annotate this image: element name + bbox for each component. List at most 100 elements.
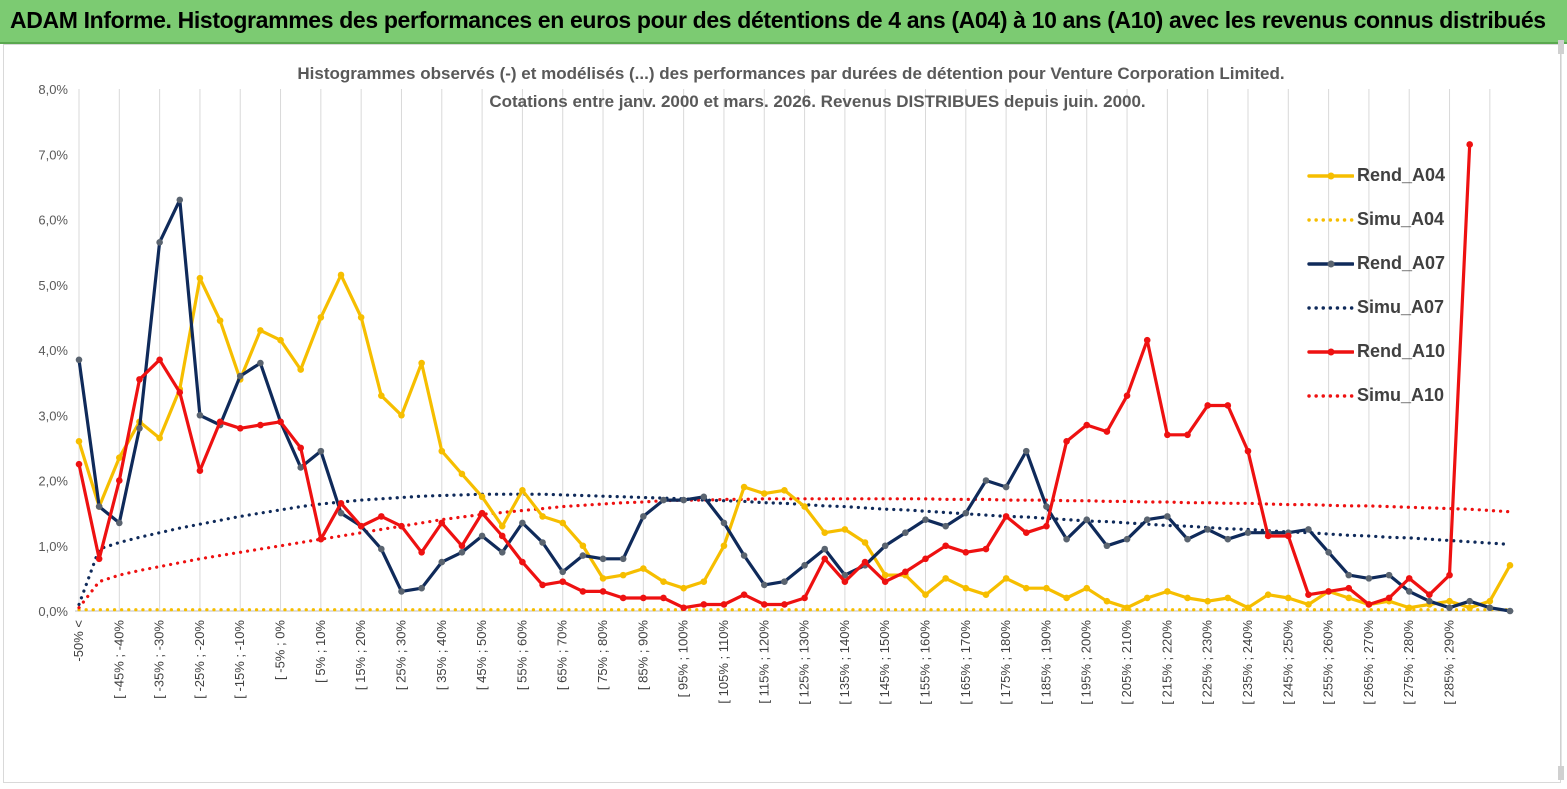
legend-label: Simu_A07 xyxy=(1357,297,1445,317)
data-point xyxy=(1365,601,1373,608)
data-point xyxy=(297,366,305,373)
data-point xyxy=(1305,601,1312,608)
x-tick-label: [ 105% ; 110% xyxy=(716,620,731,704)
data-point xyxy=(1405,604,1413,612)
data-point xyxy=(579,552,587,559)
data-point xyxy=(720,542,728,550)
data-point xyxy=(1083,421,1091,429)
data-point xyxy=(922,516,929,523)
data-point xyxy=(861,539,869,546)
data-point xyxy=(257,359,264,367)
data-point xyxy=(821,545,829,553)
data-point xyxy=(1204,597,1211,605)
data-point xyxy=(881,542,889,550)
data-point xyxy=(1164,513,1171,520)
data-point xyxy=(1103,597,1111,605)
x-tick-label: [ 45% ; 50% xyxy=(474,620,489,691)
x-tick-label: [ 275% ; 280% xyxy=(1401,620,1416,705)
data-point xyxy=(1284,594,1292,602)
data-point xyxy=(760,490,768,497)
x-tick-label: [ -45% ; -40% xyxy=(111,620,126,699)
x-tick-label: [ 265% ; 270% xyxy=(1361,620,1376,705)
y-tick-label: 3,0% xyxy=(38,408,68,423)
data-point xyxy=(1164,431,1171,439)
data-point xyxy=(599,588,607,595)
legend-swatch xyxy=(1307,348,1354,356)
data-point xyxy=(982,477,990,484)
data-point xyxy=(1446,604,1453,612)
data-point xyxy=(1345,594,1353,602)
data-point xyxy=(680,584,687,592)
report-banner: ADAM Informe. Histogrammes des performan… xyxy=(0,0,1567,44)
legend-label: Simu_A04 xyxy=(1357,209,1445,229)
data-point xyxy=(75,356,83,364)
x-tick-label: [ 25% ; 30% xyxy=(393,620,408,691)
data-point xyxy=(1284,532,1292,540)
data-point xyxy=(660,578,667,585)
data-point xyxy=(498,548,506,556)
x-tick-label: -50% < xyxy=(71,620,86,662)
chart-area xyxy=(3,44,1561,783)
x-tick-label: [ 165% ; 170% xyxy=(958,620,973,705)
data-point xyxy=(257,327,264,334)
data-point xyxy=(1143,594,1151,602)
data-point xyxy=(1426,591,1433,598)
data-point xyxy=(559,568,567,576)
data-point xyxy=(1486,597,1494,605)
data-point xyxy=(801,594,808,602)
x-tick-label: [ 255% ; 260% xyxy=(1321,620,1336,705)
y-tick-label: 5,0% xyxy=(38,278,68,293)
data-point xyxy=(176,389,184,396)
data-point xyxy=(418,548,425,556)
window-edge-scrollbar[interactable] xyxy=(1557,40,1565,780)
data-point xyxy=(1264,591,1272,598)
data-point xyxy=(277,336,284,344)
data-point xyxy=(519,519,526,527)
data-point xyxy=(942,522,949,530)
data-point xyxy=(982,545,990,553)
data-point xyxy=(116,519,123,527)
data-point xyxy=(519,558,526,566)
data-point xyxy=(640,565,647,572)
data-point xyxy=(821,529,829,536)
data-point xyxy=(317,447,325,455)
data-point xyxy=(75,460,83,468)
data-point xyxy=(760,601,768,608)
y-tick-label: 4,0% xyxy=(38,343,68,358)
data-point xyxy=(740,591,748,598)
x-tick-label: [ -5% ; 0% xyxy=(273,620,288,680)
data-point xyxy=(539,513,546,520)
legend-swatch xyxy=(1307,260,1354,268)
data-point xyxy=(196,274,204,282)
data-point xyxy=(438,447,446,455)
data-point xyxy=(619,555,627,563)
data-point xyxy=(861,558,869,566)
data-point xyxy=(680,496,687,504)
data-point xyxy=(1405,588,1413,595)
data-point xyxy=(1204,526,1211,533)
data-point xyxy=(236,372,244,380)
data-point xyxy=(660,496,667,504)
data-point xyxy=(821,555,829,563)
data-point xyxy=(297,464,305,471)
data-point xyxy=(781,601,788,608)
x-tick-label: [ 125% ; 130% xyxy=(797,620,812,705)
data-point xyxy=(337,500,345,507)
data-point xyxy=(156,434,163,442)
data-point xyxy=(942,542,949,550)
x-tick-label: [ 215% ; 220% xyxy=(1159,620,1174,705)
series-rend-a07 xyxy=(75,196,1514,615)
chart-subtitle: Cotations entre janv. 2000 et mars. 2026… xyxy=(489,92,1146,111)
series-line-rend-a10 xyxy=(77,142,1472,610)
x-tick-label: [ 245% ; 250% xyxy=(1280,620,1295,705)
y-tick-label: 7,0% xyxy=(38,147,68,162)
data-point xyxy=(922,591,929,598)
x-tick-label: [ 205% ; 210% xyxy=(1119,620,1134,705)
legend-item-rend-a10: Rend_A10 xyxy=(1300,331,1500,375)
data-point xyxy=(881,571,889,579)
x-tick-label: [ -25% ; -20% xyxy=(192,620,207,699)
data-point xyxy=(1184,535,1191,543)
data-point xyxy=(418,359,425,367)
data-point xyxy=(1002,575,1010,582)
x-tick-label: [ 185% ; 190% xyxy=(1038,620,1053,705)
